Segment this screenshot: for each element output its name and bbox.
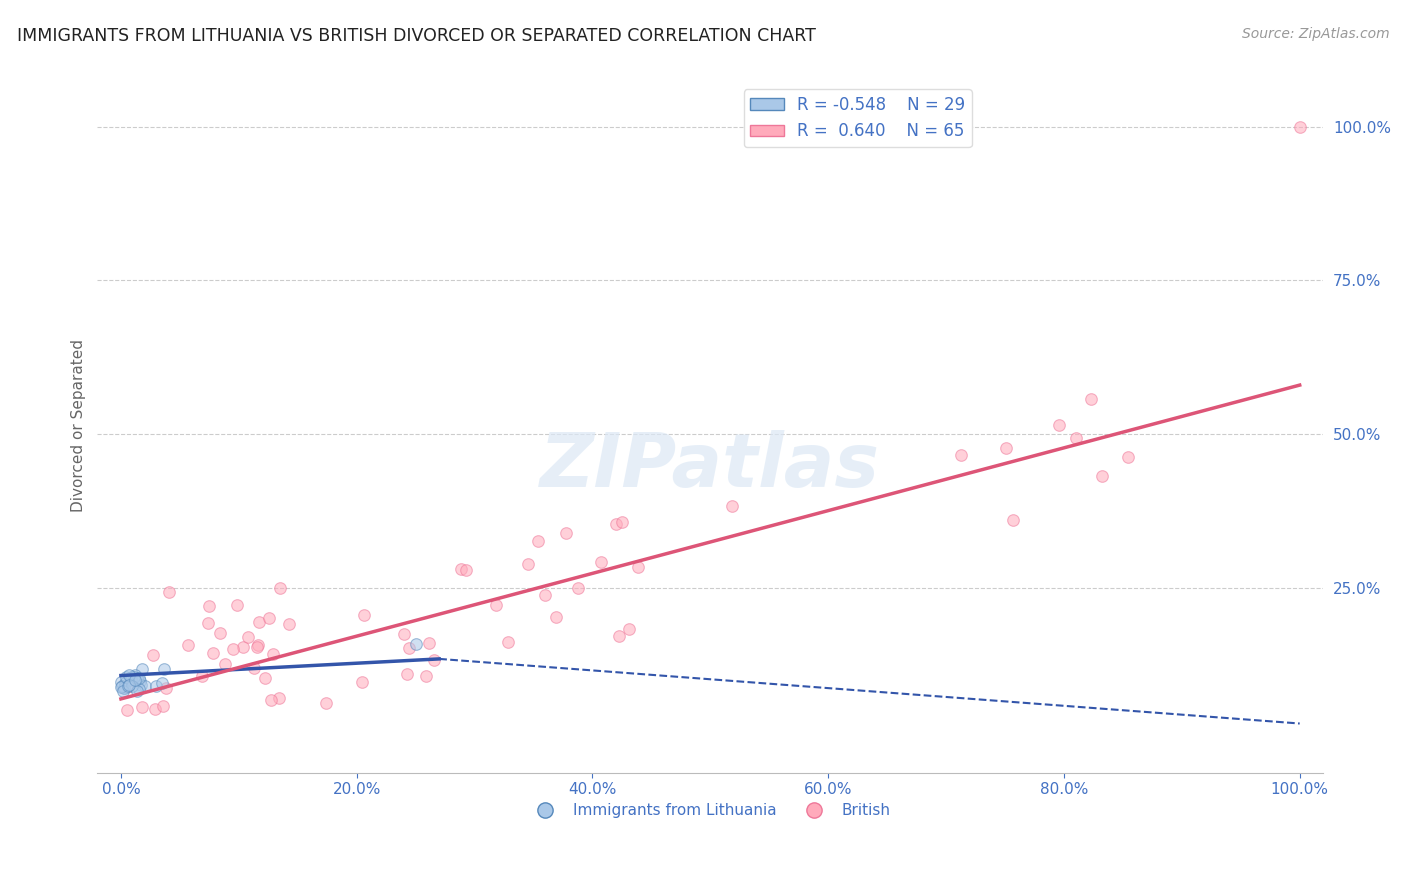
Point xyxy=(450,562,472,576)
Point xyxy=(721,499,744,513)
Point xyxy=(352,675,374,690)
Point xyxy=(110,680,132,694)
Point xyxy=(201,646,224,660)
Point xyxy=(141,648,163,662)
Point xyxy=(610,516,633,530)
Point xyxy=(157,584,180,599)
Point xyxy=(567,581,589,595)
Point xyxy=(260,693,283,707)
Point xyxy=(114,676,136,690)
Point xyxy=(456,563,478,577)
Text: Source: ZipAtlas.com: Source: ZipAtlas.com xyxy=(1241,27,1389,41)
Legend: Immigrants from Lithuania, British: Immigrants from Lithuania, British xyxy=(523,797,897,824)
Point xyxy=(226,598,249,612)
Point xyxy=(117,702,139,716)
Y-axis label: Divorced or Separated: Divorced or Separated xyxy=(72,339,86,512)
Point xyxy=(145,679,167,693)
Point xyxy=(131,700,153,714)
Point xyxy=(112,684,135,698)
Point xyxy=(1288,120,1310,134)
Point xyxy=(405,636,427,650)
Point xyxy=(516,558,538,572)
Point xyxy=(117,679,139,693)
Point xyxy=(353,608,375,623)
Point xyxy=(627,560,650,574)
Point xyxy=(267,691,290,706)
Point xyxy=(422,653,444,667)
Point xyxy=(605,516,627,531)
Point xyxy=(277,617,299,632)
Point xyxy=(118,678,141,692)
Point xyxy=(124,670,146,684)
Point xyxy=(221,641,243,656)
Point xyxy=(118,668,141,682)
Point xyxy=(127,671,149,685)
Point xyxy=(112,681,135,695)
Point xyxy=(269,581,291,595)
Point xyxy=(619,623,641,637)
Point xyxy=(555,526,578,541)
Point xyxy=(247,638,270,652)
Point xyxy=(155,681,177,695)
Point xyxy=(129,673,152,688)
Point xyxy=(124,668,146,682)
Point xyxy=(124,673,146,687)
Point xyxy=(197,616,219,631)
Point xyxy=(117,681,139,695)
Point xyxy=(177,638,200,652)
Point xyxy=(395,666,418,681)
Point xyxy=(153,662,176,676)
Text: ZIPatlas: ZIPatlas xyxy=(540,430,880,503)
Point xyxy=(131,662,153,676)
Point xyxy=(527,533,550,548)
Point xyxy=(128,672,150,686)
Point xyxy=(950,448,973,462)
Point xyxy=(1047,418,1070,433)
Text: IMMIGRANTS FROM LITHUANIA VS BRITISH DIVORCED OR SEPARATED CORRELATION CHART: IMMIGRANTS FROM LITHUANIA VS BRITISH DIV… xyxy=(17,27,815,45)
Point xyxy=(121,679,143,693)
Point xyxy=(152,699,174,714)
Point xyxy=(392,626,415,640)
Point xyxy=(1091,469,1114,483)
Point xyxy=(1064,431,1087,445)
Point xyxy=(236,630,259,644)
Point xyxy=(418,636,440,650)
Point xyxy=(112,681,135,695)
Point xyxy=(415,669,437,683)
Point xyxy=(546,610,568,624)
Point xyxy=(315,696,337,710)
Point xyxy=(214,657,236,672)
Point xyxy=(607,629,630,643)
Point xyxy=(134,679,156,693)
Point xyxy=(485,598,508,612)
Point xyxy=(498,634,520,648)
Point xyxy=(128,681,150,696)
Point xyxy=(111,679,134,693)
Point xyxy=(125,683,148,698)
Point xyxy=(143,702,166,716)
Point xyxy=(120,670,142,684)
Point xyxy=(1116,450,1139,465)
Point xyxy=(246,640,269,654)
Point xyxy=(191,669,214,683)
Point xyxy=(533,589,555,603)
Point xyxy=(994,441,1017,455)
Point xyxy=(259,611,281,625)
Point xyxy=(247,615,270,630)
Point xyxy=(114,670,136,684)
Point xyxy=(150,676,173,690)
Point xyxy=(209,626,232,640)
Point xyxy=(198,599,221,614)
Point xyxy=(129,678,152,692)
Point xyxy=(589,555,612,569)
Point xyxy=(254,671,277,685)
Point xyxy=(242,661,264,675)
Point xyxy=(398,640,420,655)
Point xyxy=(110,675,132,690)
Point xyxy=(1080,392,1102,407)
Point xyxy=(262,647,284,661)
Point xyxy=(232,640,254,655)
Point xyxy=(1001,513,1024,527)
Point xyxy=(120,673,142,687)
